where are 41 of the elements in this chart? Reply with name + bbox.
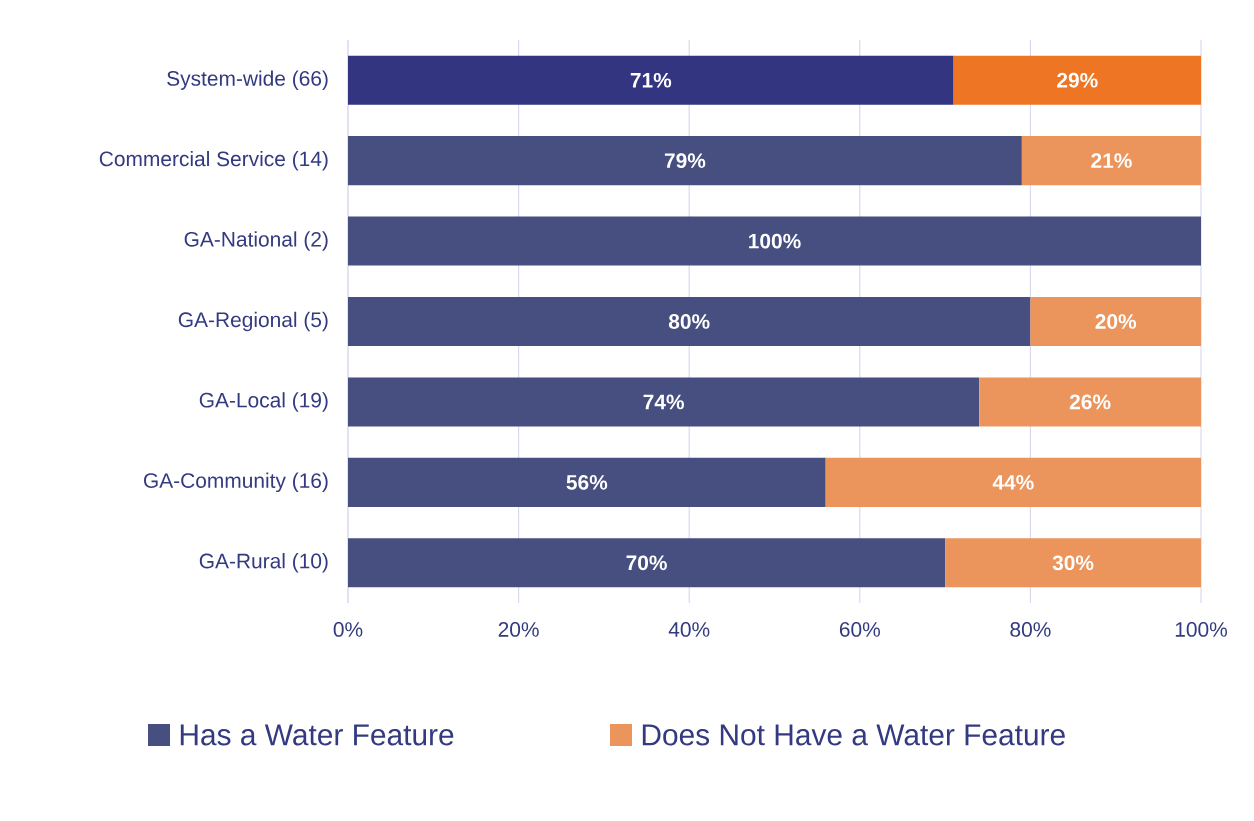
bar — [1030, 296, 1202, 347]
x-tick-label: 40% — [668, 622, 710, 637]
y-tick-label: GA-Regional (5) — [178, 311, 328, 332]
data-label: 26% — [1069, 394, 1111, 410]
bar — [348, 538, 946, 588]
bar — [1021, 136, 1202, 186]
bar — [953, 55, 1202, 105]
y-tick-label: Commercial Service (14) — [99, 150, 328, 171]
bar — [348, 55, 954, 105]
bar — [348, 457, 826, 507]
data-label: 20% — [1095, 314, 1137, 329]
bar — [825, 457, 1202, 507]
legend-label: Has a Water Feature — [180, 724, 454, 746]
bar — [348, 216, 1202, 266]
data-label: 30% — [1052, 555, 1094, 571]
bar — [945, 538, 1202, 588]
data-label: 70% — [626, 555, 667, 571]
x-tick-label: 100% — [1175, 622, 1227, 637]
x-tick-label: 0% — [333, 622, 363, 637]
data-label: 29% — [1057, 72, 1098, 88]
data-label: 56% — [566, 474, 608, 490]
data-label: 80% — [668, 314, 710, 329]
data-label: 79% — [664, 153, 706, 169]
data-label: 44% — [992, 475, 1034, 490]
y-tick-label: System-wide (66) — [167, 70, 328, 90]
y-tick-label: GA-National (2) — [184, 231, 328, 251]
y-tick-label: GA-Local (19) — [199, 392, 328, 412]
y-tick-label: GA-Rural (10) — [199, 553, 328, 573]
data-label: 74% — [643, 394, 684, 410]
data-label: 71% — [630, 72, 672, 88]
x-tick-label: 20% — [498, 622, 539, 637]
bar — [979, 377, 1202, 427]
bar — [348, 296, 1031, 347]
y-tick-label: GA-Community (16) — [144, 472, 328, 493]
bar — [348, 377, 980, 427]
bar — [348, 136, 1022, 186]
legend-label: Does Not Have a Water Feature — [642, 724, 1065, 746]
data-label: 100% — [749, 233, 801, 249]
x-tick-label: 60% — [839, 622, 880, 637]
data-label: 21% — [1091, 153, 1132, 169]
x-tick-label: 80% — [1010, 622, 1051, 637]
